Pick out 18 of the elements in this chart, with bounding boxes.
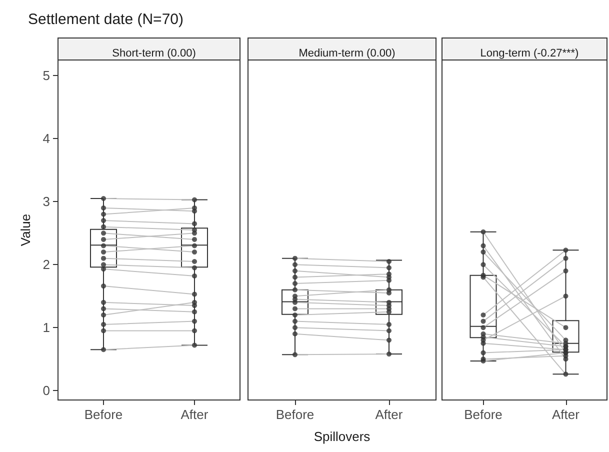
y-tick-label: 4: [42, 131, 50, 146]
x-tick-label: After: [180, 407, 209, 422]
chart-title: Long-term (-0.27***): [480, 48, 579, 60]
y-tick-label: 3: [42, 194, 50, 210]
x-tick-label: After: [552, 407, 580, 422]
x-tick-label: Before: [84, 407, 123, 422]
chart-title: Medium-term (0.00): [298, 48, 396, 60]
x-axis-title: Spillovers: [314, 429, 371, 444]
x-tick-label: Before: [276, 407, 314, 422]
x-tick-label: Before: [464, 407, 502, 422]
y-tick-label: 5: [42, 68, 50, 84]
x-tick-label: After: [375, 407, 404, 422]
y-axis-title: Value: [18, 214, 33, 246]
y-tick-label: 2: [42, 257, 50, 272]
y-tick-label: 0: [42, 383, 50, 398]
chart-title: Short-term (0.00): [112, 48, 196, 60]
y-tick-label: 1: [42, 320, 50, 336]
text: Settlement date (N=70): [28, 11, 184, 28]
